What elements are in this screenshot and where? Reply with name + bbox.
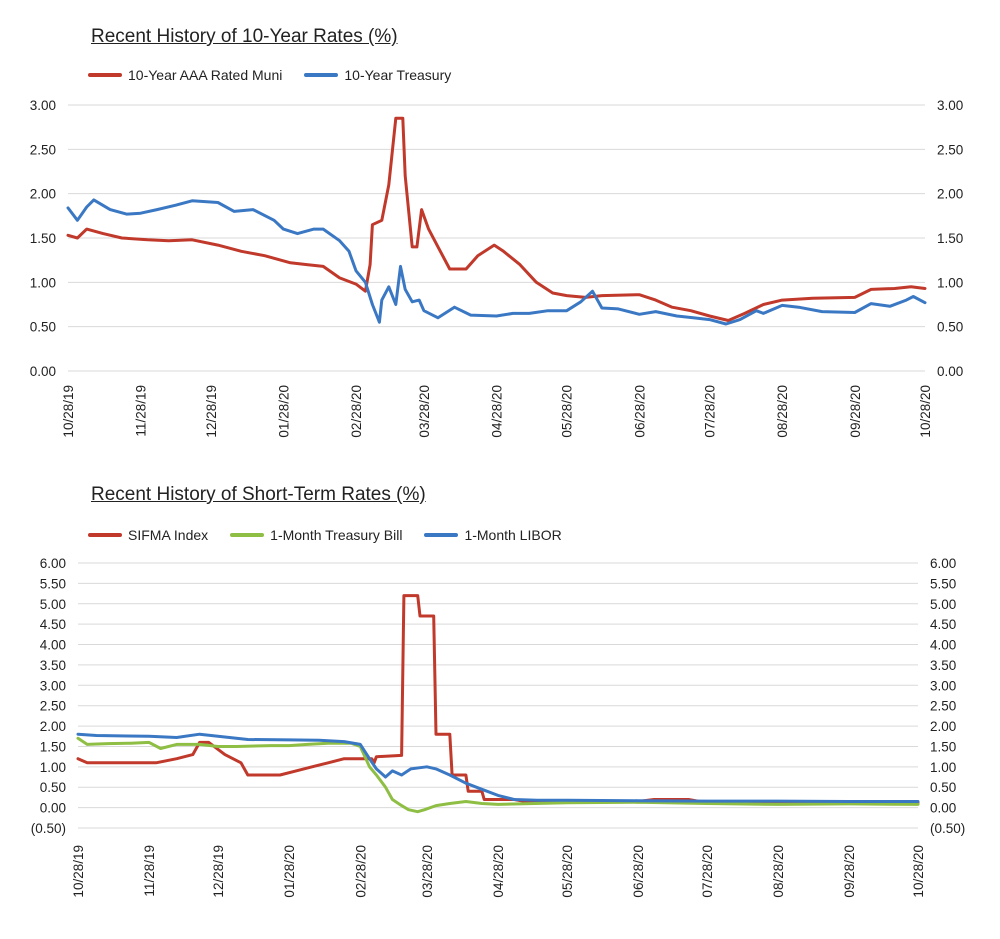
y-tick-label-right: (0.50) (930, 821, 965, 836)
y-tick-label-right: 0.50 (930, 780, 956, 795)
x-tick-label: 05/28/20 (560, 385, 575, 438)
y-tick-label-right: 0.00 (937, 364, 963, 379)
y-tick-label-right: 4.00 (930, 638, 956, 653)
y-tick-label-right: 5.00 (930, 597, 956, 612)
legend-swatch-sifma (88, 533, 122, 537)
x-tick-label: 07/28/20 (700, 845, 715, 898)
x-tick-label: 07/28/20 (703, 385, 718, 438)
y-tick-label-right: 3.00 (937, 98, 963, 113)
legend-swatch-libor (424, 533, 459, 537)
x-tick-label: 03/28/20 (420, 845, 435, 898)
y-tick-label-left: 0.00 (30, 364, 56, 379)
y-tick-label-left: 4.00 (40, 638, 66, 653)
y-tick-label-left: 1.50 (30, 231, 56, 246)
y-tick-label-left: 1.00 (30, 275, 56, 290)
y-tick-label-right: 4.50 (930, 617, 956, 632)
x-tick-label: 10/28/19 (61, 385, 76, 438)
series-line-10-year-treasury (66, 198, 927, 326)
y-tick-label-right: 2.50 (930, 699, 956, 714)
y-tick-label-left: 0.00 (40, 801, 66, 816)
legend-item-libor: 1-Month LIBOR (424, 527, 562, 543)
x-tick-label: 12/28/19 (211, 845, 226, 898)
ten-year-rates-chart: Recent History of 10-Year Rates (%) 10-Y… (30, 26, 964, 438)
y-tick-label-left: 1.00 (40, 760, 66, 775)
y-tick-label-left: 6.00 (40, 556, 66, 571)
x-tick-label: 10/28/20 (911, 845, 926, 898)
x-tick-label: 04/28/20 (491, 845, 506, 898)
x-tick-label: 11/28/19 (134, 385, 149, 437)
x-tick-label: 10/28/20 (918, 385, 933, 438)
x-tick-label: 01/28/20 (282, 845, 297, 898)
x-tick-label: 08/28/20 (771, 845, 786, 898)
y-tick-label-right: 0.50 (937, 320, 963, 335)
x-tick-label: 09/28/20 (842, 845, 857, 898)
legend-label-libor: 1-Month LIBOR (464, 527, 562, 543)
chart-title: Recent History of Short-Term Rates (%) (91, 484, 426, 505)
y-tick-label-right: 6.00 (930, 556, 956, 571)
y-tick-label-right: 2.50 (937, 142, 963, 157)
legend-item-muni: 10-Year AAA Rated Muni (88, 67, 282, 83)
x-tick-label: 04/28/20 (490, 385, 505, 438)
y-tick-label-right: 1.00 (937, 275, 963, 290)
y-tick-label-right: 3.00 (930, 678, 956, 693)
y-tick-label-left: 4.50 (40, 617, 66, 632)
short-term-rates-chart: Recent History of Short-Term Rates (%) S… (0, 470, 1000, 939)
legend-item-treasury: 10-Year Treasury (304, 67, 451, 83)
x-tick-label: 02/28/20 (349, 385, 364, 438)
short-term-rates-plot: (0.50) (0.50) 0.00 0.00 0.50 0.50 1.00 1.00 1.50… (31, 556, 966, 898)
legend-label-muni: 10-Year AAA Rated Muni (128, 67, 283, 83)
y-tick-label-left: 5.00 (40, 597, 66, 612)
ten-year-rates-plot: 0.00 0.00 0.50 0.50 1.00 1.00 1.50 1.50 2.00 2.00… (30, 98, 964, 438)
legend-swatch-tbill (230, 533, 265, 537)
y-tick-label-left: 3.00 (30, 98, 56, 113)
y-tick-label-right: 2.00 (930, 719, 956, 734)
x-tick-label: 01/28/20 (276, 385, 291, 438)
y-tick-label-right: 0.00 (930, 801, 956, 816)
y-tick-label-left: (0.50) (31, 821, 66, 836)
y-tick-label-left: 3.50 (40, 658, 66, 673)
y-tick-label-right: 1.50 (937, 231, 963, 246)
x-tick-label: 06/28/20 (632, 385, 647, 438)
y-tick-label-left: 1.50 (40, 739, 66, 754)
legend: SIFMA Index 1-Month Treasury Bill 1-Mont… (88, 527, 584, 543)
legend-label-treasury: 10-Year Treasury (344, 67, 452, 83)
x-tick-label: 09/28/20 (848, 385, 863, 438)
series-line-10-year-aaa-rated-muni (66, 116, 927, 322)
y-tick-label-left: 2.00 (40, 719, 66, 734)
y-tick-label-right: 5.50 (930, 576, 956, 591)
series-line-1-month-treasury-bill (76, 736, 920, 814)
y-tick-label-left: 0.50 (40, 780, 66, 795)
y-tick-label-right: 1.00 (930, 760, 956, 775)
legend-label-tbill: 1-Month Treasury Bill (270, 527, 403, 543)
y-tick-label-left: 2.50 (40, 699, 66, 714)
legend-item-sifma: SIFMA Index (88, 527, 208, 543)
series-line-sifma-index (76, 594, 920, 805)
x-tick-label: 05/28/20 (560, 845, 575, 898)
y-tick-label-left: 5.50 (40, 576, 66, 591)
x-tick-label: 03/28/20 (417, 385, 432, 438)
legend-swatch-muni (88, 73, 122, 77)
y-tick-label-left: 0.50 (30, 320, 56, 335)
series-line-1-month-libor (76, 732, 920, 803)
y-tick-label-left: 2.50 (30, 142, 56, 157)
y-tick-label-right: 2.00 (937, 187, 963, 202)
chart-title: Recent History of 10-Year Rates (%) (91, 26, 398, 47)
legend-label-sifma: SIFMA Index (128, 527, 209, 543)
y-tick-label-left: 3.00 (40, 678, 66, 693)
y-tick-label-right: 3.50 (930, 658, 956, 673)
legend: 10-Year AAA Rated Muni 10-Year Treasury (88, 67, 473, 83)
legend-swatch-treasury (304, 73, 339, 77)
x-tick-label: 12/28/19 (204, 385, 219, 438)
y-tick-label-left: 2.00 (30, 187, 56, 202)
x-tick-label: 10/28/19 (71, 845, 86, 898)
x-tick-label: 08/28/20 (775, 385, 790, 438)
legend-item-tbill: 1-Month Treasury Bill (230, 527, 402, 543)
x-tick-label: 02/28/20 (353, 845, 368, 898)
x-tick-label: 06/28/20 (631, 845, 646, 898)
x-tick-label: 11/28/19 (142, 845, 157, 897)
y-tick-label-right: 1.50 (930, 739, 956, 754)
